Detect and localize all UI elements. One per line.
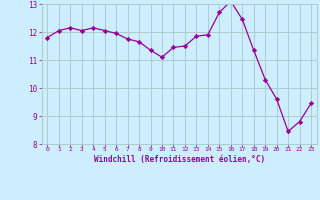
X-axis label: Windchill (Refroidissement éolien,°C): Windchill (Refroidissement éolien,°C) [94,155,265,164]
